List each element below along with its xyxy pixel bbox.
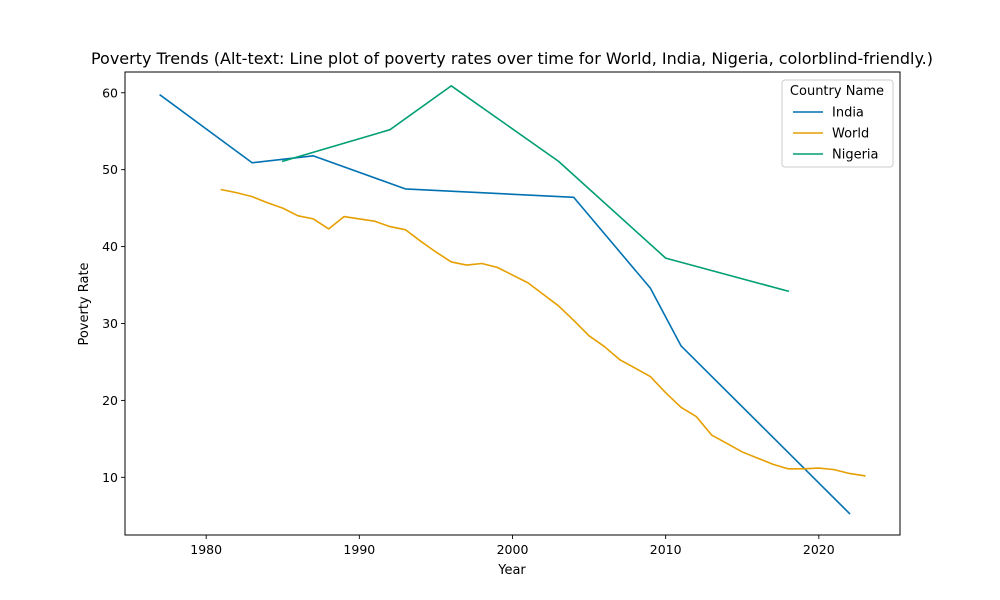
x-tick-label: 2000 bbox=[497, 542, 529, 557]
y-tick-label: 60 bbox=[102, 85, 118, 100]
x-tick-label: 2020 bbox=[803, 542, 835, 557]
legend-box bbox=[781, 79, 894, 168]
y-axis-label: Poverty Rate bbox=[77, 262, 92, 345]
legend-label-india: India bbox=[832, 106, 864, 121]
x-tick-label: 2010 bbox=[650, 542, 682, 557]
x-axis-label: Year bbox=[497, 563, 526, 578]
y-tick-label: 30 bbox=[102, 316, 118, 331]
y-axis-ticks: 10 20 30 40 50 60 bbox=[102, 85, 125, 485]
y-tick-label: 50 bbox=[102, 162, 118, 177]
legend-items: India World Nigeria bbox=[793, 106, 879, 163]
legend-title: Country Name bbox=[790, 84, 884, 99]
y-tick-label: 40 bbox=[102, 239, 118, 254]
x-tick-label: 1980 bbox=[190, 542, 222, 557]
y-tick-label: 20 bbox=[102, 393, 118, 408]
legend: Country Name India World Nigeria bbox=[781, 79, 894, 168]
plot-lines bbox=[159, 85, 866, 515]
series-line-india bbox=[159, 93, 851, 515]
series-line-world bbox=[220, 188, 866, 477]
legend-label-world: World bbox=[832, 127, 869, 142]
chart-title: Poverty Trends (Alt-text: Line plot of p… bbox=[91, 49, 933, 68]
series-line-nigeria bbox=[281, 85, 790, 293]
y-tick-label: 10 bbox=[102, 470, 118, 485]
x-tick-label: 1990 bbox=[343, 542, 375, 557]
legend-label-nigeria: Nigeria bbox=[832, 148, 879, 163]
x-axis-ticks: 1980 1990 2000 2010 2020 bbox=[190, 535, 835, 557]
